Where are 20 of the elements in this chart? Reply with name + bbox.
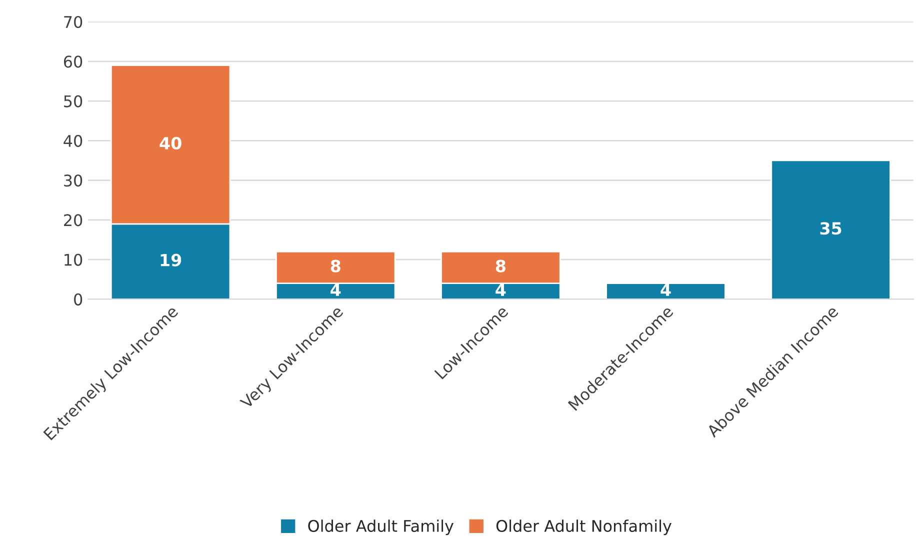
legend-label: Older Adult Family <box>308 520 454 536</box>
data-label: 8 <box>496 260 506 272</box>
data-label: 4 <box>496 284 506 296</box>
y-tick-label: 30 <box>64 174 82 187</box>
data-label: 4 <box>660 284 671 296</box>
legend-label: Older Adult Nonfamily <box>496 520 672 536</box>
y-tick-label: 10 <box>64 254 82 266</box>
y-tick-label: 0 <box>74 293 82 306</box>
y-tick-label: 70 <box>64 16 82 28</box>
data-label: 35 <box>820 222 842 235</box>
y-tick-label: 50 <box>64 95 82 108</box>
bar <box>770 160 891 300</box>
data-label: 19 <box>160 254 182 266</box>
data-label: 8 <box>330 260 340 272</box>
y-tick-label: 40 <box>64 134 82 147</box>
y-tick-label: 60 <box>64 56 82 68</box>
data-label: 4 <box>330 284 341 296</box>
data-label: 40 <box>160 136 182 150</box>
y-tick-label: 20 <box>64 214 82 226</box>
bar <box>606 282 726 300</box>
